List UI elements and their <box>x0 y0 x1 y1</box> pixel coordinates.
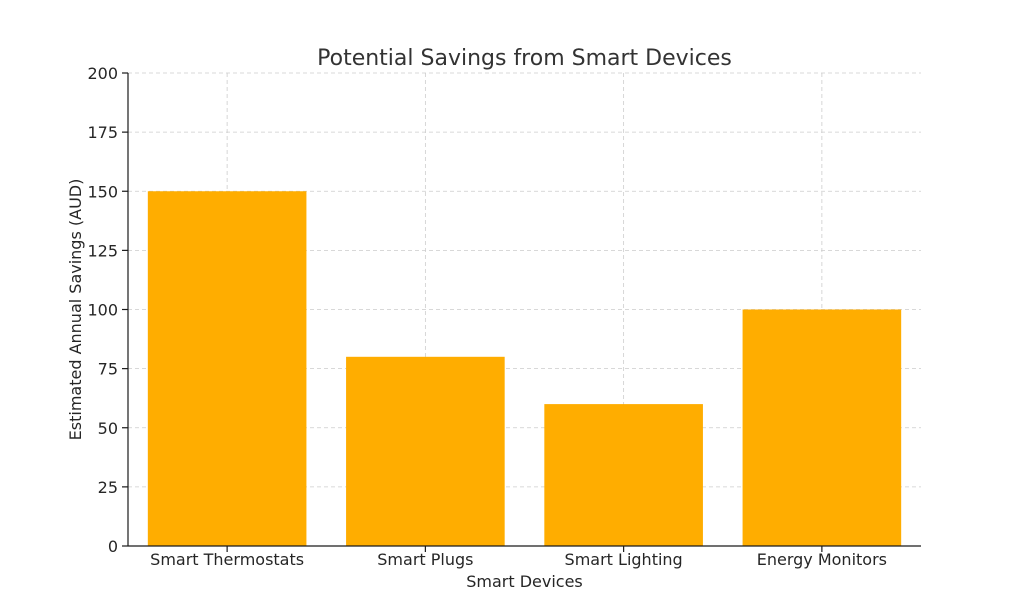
chart-title: Potential Savings from Smart Devices <box>317 46 732 71</box>
x-tick-label: Smart Thermostats <box>150 550 304 569</box>
y-tick-label: 100 <box>87 301 118 320</box>
y-tick-label: 75 <box>98 360 118 379</box>
y-tick-label: 150 <box>87 182 118 201</box>
bar-energy-monitors <box>742 309 902 546</box>
y-tick-label: 25 <box>98 478 118 497</box>
x-tick-label: Smart Lighting <box>565 550 683 569</box>
bar-smart-thermostats <box>147 191 307 546</box>
y-tick-label: 125 <box>87 241 118 260</box>
x-ticks: Smart Thermostats Smart Plugs Smart Lighti… <box>150 546 887 569</box>
y-axis-label: Estimated Annual Savings (AUD) <box>66 179 85 441</box>
bar-smart-plugs <box>346 356 505 546</box>
bars <box>147 191 902 546</box>
y-tick-label: 175 <box>87 123 118 142</box>
bar-smart-lighting <box>544 404 703 546</box>
y-tick-label: 200 <box>87 64 118 83</box>
x-tick-label: Energy Monitors <box>757 550 887 569</box>
x-tick-label: Smart Plugs <box>377 550 473 569</box>
y-tick-label: 0 <box>108 537 118 556</box>
y-tick-label: 50 <box>98 419 118 438</box>
y-ticks: 0 25 50 75 100 125 150 175 200 <box>87 64 128 556</box>
x-axis-label: Smart Devices <box>466 572 583 591</box>
